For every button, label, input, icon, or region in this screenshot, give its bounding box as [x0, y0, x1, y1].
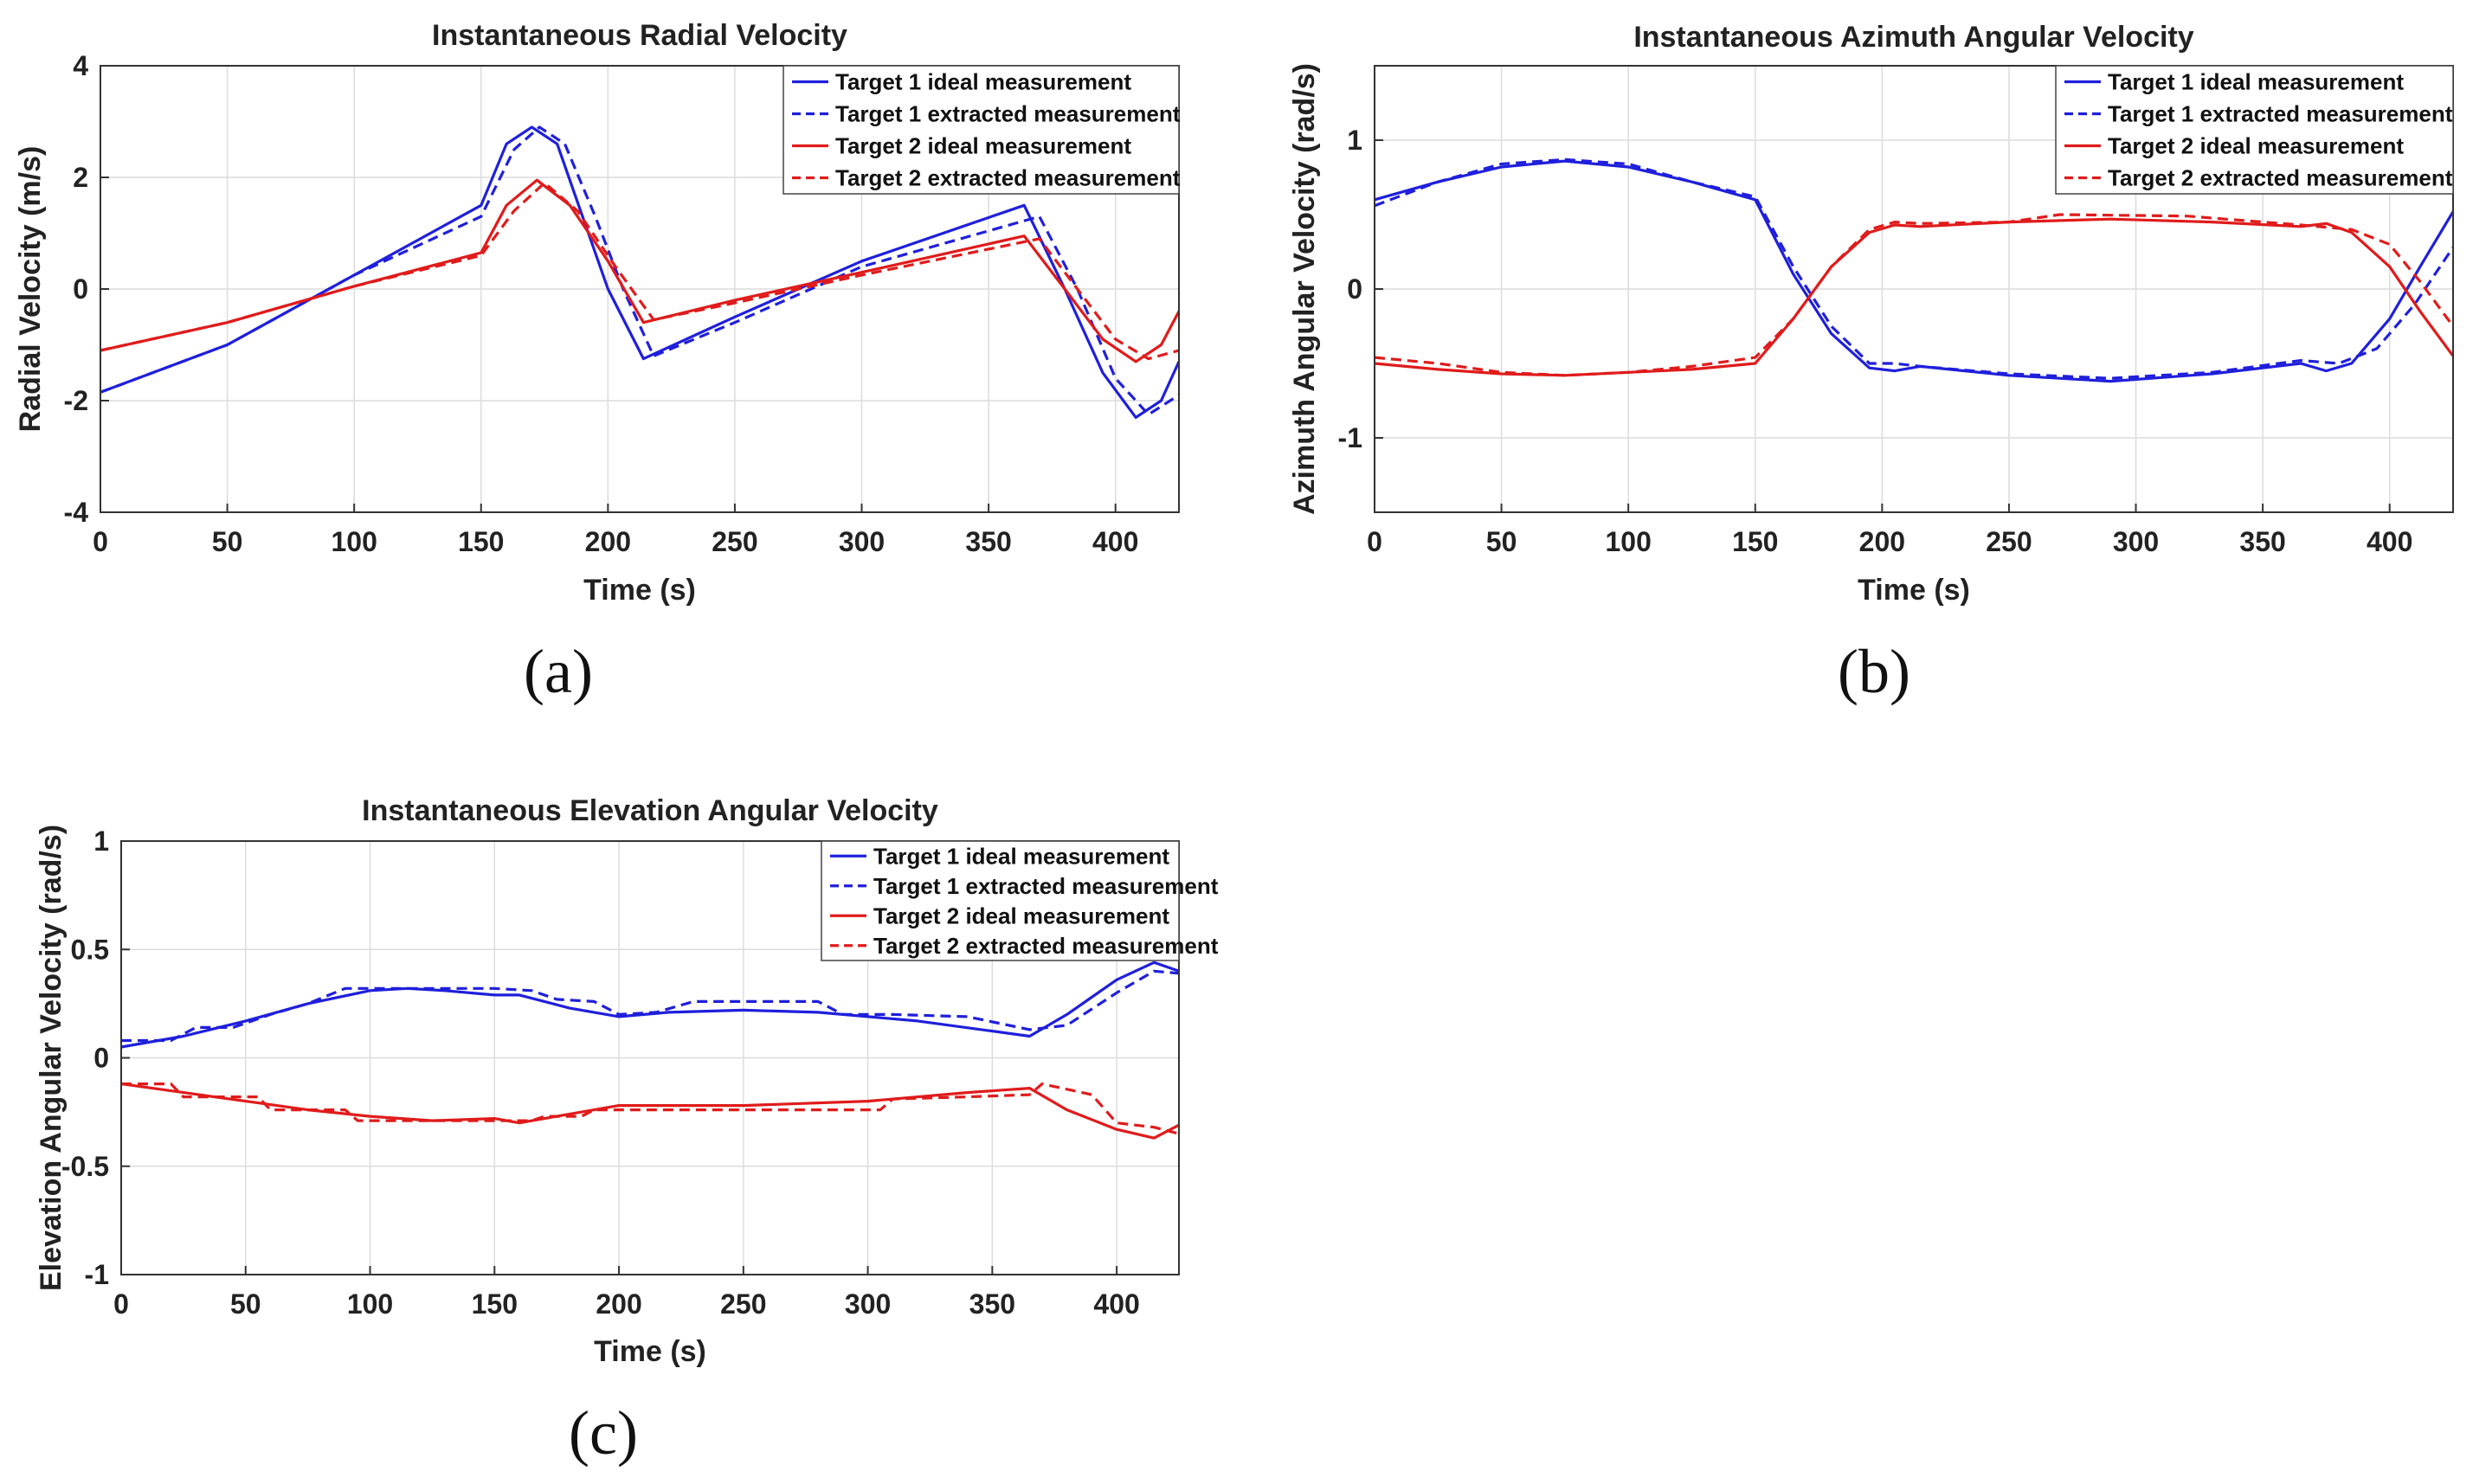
chart-2: 0 50 100 150 200 250 300 350 400 -1 0 1 Instantaneou…: [1288, 21, 2455, 706]
x-tick-label: 150: [1732, 526, 1778, 557]
x-tick-label: 200: [1859, 526, 1905, 557]
y-tick-label: -4: [64, 497, 89, 528]
y-axis-label: Azimuth Angular Velocity (rad/s): [1288, 63, 1321, 515]
x-tick-label: 300: [839, 526, 885, 557]
x-tick-label: 200: [585, 526, 631, 557]
series-line-2: [1374, 157, 2455, 380]
series-line-2: [121, 969, 1180, 1043]
x-tick-label: 300: [845, 1288, 891, 1320]
legend: Target 1 ideal measurement Target 1 extra…: [821, 840, 1219, 961]
series-line-4: [100, 181, 1180, 361]
y-tick-label: 4: [73, 50, 88, 81]
legend-label: Target 2 ideal measurement: [835, 133, 1131, 159]
legend-label: Target 2 extracted measurement: [835, 165, 1181, 191]
y-tick-label: 0.5: [71, 934, 109, 965]
x-tick-label: 400: [1093, 1288, 1139, 1320]
series-line-3: [100, 178, 1181, 363]
y-tick-label: 1: [1347, 125, 1362, 156]
legend-label: Target 2 ideal measurement: [873, 903, 1169, 928]
y-axis-label: Elevation Angular Velocity (rad/s): [35, 825, 68, 1291]
x-tick-label: 250: [1986, 526, 2032, 557]
x-tick-label: 300: [2113, 526, 2159, 557]
y-tick-label: 2: [73, 162, 88, 193]
x-tick-label: 0: [1367, 526, 1382, 557]
series-line-3: [1374, 217, 2455, 377]
x-tick-label: 350: [965, 526, 1011, 557]
x-tick-label: 350: [969, 1288, 1015, 1320]
chart-3: 0 50 100 150 200 250 300 350 400 -1 -0.5 0 0.5 1 Insta…: [35, 794, 1219, 1468]
legend-label: Target 1 extracted measurement: [835, 101, 1181, 127]
x-tick-label: 100: [331, 526, 377, 557]
x-tick-label: 100: [347, 1288, 393, 1320]
legend-label: Target 1 ideal measurement: [835, 69, 1131, 95]
legend-label: Target 2 extracted measurement: [873, 933, 1219, 959]
legend-label: Target 1 extracted measurement: [2108, 101, 2453, 127]
x-tick-label: 0: [93, 526, 108, 557]
legend-box: [821, 840, 1180, 961]
x-tick-label: 350: [2239, 526, 2285, 557]
legend-box: [782, 65, 1180, 195]
series-line-1: [1374, 159, 2455, 383]
x-tick-label: 50: [1486, 526, 1517, 557]
y-tick-label: -1: [85, 1259, 109, 1290]
x-axis-label: Time (s): [583, 574, 696, 607]
y-tick-label: 0: [73, 273, 88, 305]
series-line-4: [121, 1082, 1180, 1135]
panel-tag: (b): [1838, 637, 1910, 706]
y-tick-label: 0: [93, 1043, 109, 1074]
legend: Target 1 ideal measurement Target 1 extra…: [2055, 65, 2454, 195]
y-tick-label: -1: [1338, 422, 1362, 453]
x-tick-label: 0: [113, 1288, 129, 1320]
series-line-4: [1374, 213, 2455, 377]
x-axis-label: Time (s): [1858, 574, 1970, 607]
legend-label: Target 2 extracted measurement: [2108, 165, 2453, 191]
legend-label: Target 1 extracted measurement: [873, 873, 1219, 899]
x-tick-label: 250: [720, 1288, 766, 1320]
legend-label: Target 2 ideal measurement: [2108, 133, 2404, 159]
chart-title: Instantaneous Azimuth Angular Velocity: [1633, 21, 2193, 54]
panel-tag: (c): [569, 1398, 638, 1468]
y-tick-label: 0: [1347, 273, 1362, 305]
legend-label: Target 1 ideal measurement: [873, 843, 1169, 869]
legend: Target 1 ideal measurement Target 1 extra…: [782, 65, 1181, 195]
legend-box: [2055, 65, 2454, 195]
x-axis-label: Time (s): [594, 1335, 706, 1368]
legend-label: Target 1 ideal measurement: [2108, 69, 2404, 95]
y-tick-label: -2: [64, 385, 88, 416]
x-tick-label: 400: [2367, 526, 2412, 557]
x-tick-label: 50: [212, 526, 243, 557]
x-tick-label: 400: [1092, 526, 1138, 557]
x-tick-label: 100: [1605, 526, 1651, 557]
x-tick-label: 250: [712, 526, 757, 557]
x-tick-label: 150: [472, 1288, 518, 1320]
series-line-1: [120, 960, 1180, 1049]
x-tick-label: 150: [458, 526, 504, 557]
x-tick-label: 50: [230, 1288, 261, 1320]
y-axis-label: Radial Velocity (m/s): [14, 146, 47, 433]
y-tick-label: -0.5: [61, 1151, 109, 1182]
y-tick-label: 1: [93, 826, 109, 857]
chart-title: Instantaneous Elevation Angular Velocity: [362, 794, 938, 827]
chart-1: 0 50 100 150 200 250 300 350 400 -4 -2 0 2 4 Instantan…: [14, 19, 1181, 706]
x-tick-label: 200: [596, 1288, 641, 1320]
series-line-1: [100, 125, 1181, 419]
chart-title: Instantaneous Radial Velocity: [432, 19, 847, 52]
panel-tag: (a): [524, 637, 593, 706]
